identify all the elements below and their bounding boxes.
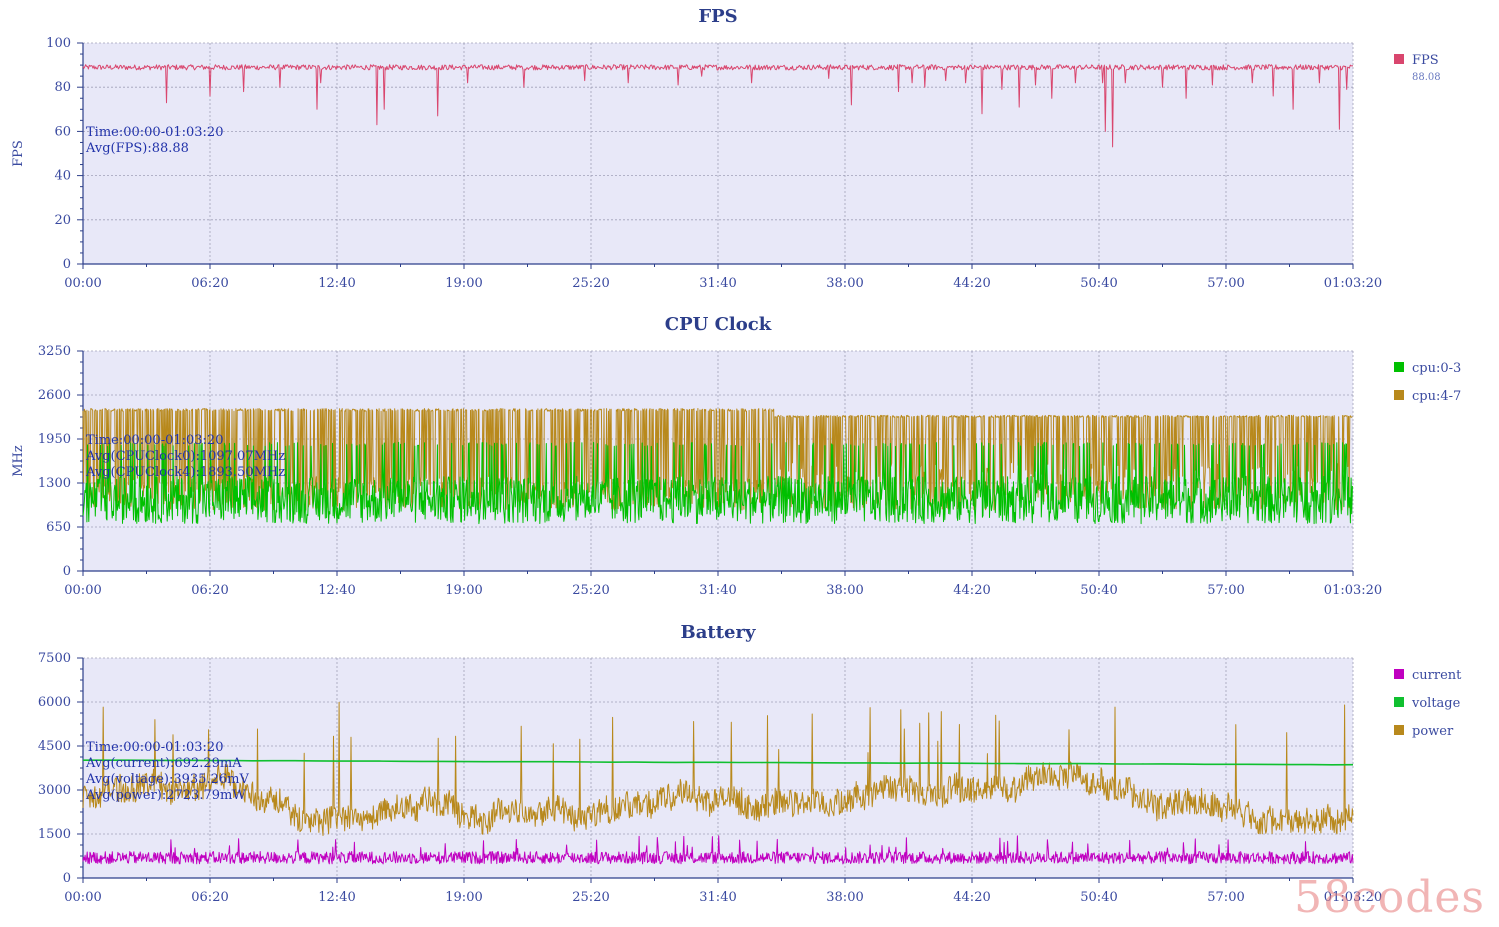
series-line-power: [82, 701, 1354, 836]
legend-label: voltage: [1411, 696, 1461, 711]
x-tick-label: 50:40: [1080, 583, 1117, 598]
x-tick-label: 57:00: [1207, 890, 1244, 905]
x-tick-label: 44:20: [953, 583, 990, 598]
y-axis-label: FPS: [11, 140, 26, 167]
y-tick-label: 3250: [38, 344, 71, 359]
legend-label: cpu:0-3: [1412, 361, 1461, 376]
y-tick-label: 0: [63, 564, 71, 579]
x-tick-label: 01:03:20: [1324, 276, 1382, 291]
legend-swatch: [1394, 669, 1404, 679]
y-tick-label: 40: [54, 169, 71, 184]
chart-panel-2: Battery 0 1500 3000 4500 6000 7500 00:00 06:20 12…: [38, 622, 1462, 905]
series-line-voltage: [83, 759, 1354, 766]
chart-title: Battery: [681, 622, 756, 643]
y-tick-label: 1950: [38, 432, 71, 447]
x-tick-label: 06:20: [191, 890, 228, 905]
legend-label: power: [1412, 724, 1454, 739]
legend-label: current: [1412, 668, 1462, 683]
chart-title: FPS: [698, 6, 737, 27]
y-tick-label: 100: [46, 36, 71, 51]
avg-annotation-line: Time:00:00-01:03:20: [86, 125, 223, 140]
y-tick-label: 60: [54, 124, 71, 139]
y-axis-label: MHz: [11, 445, 26, 477]
x-tick-label: 50:40: [1080, 890, 1117, 905]
avg-annotation-line: Time:00:00-01:03:20: [86, 740, 223, 755]
y-tick-label: 20: [54, 213, 71, 228]
avg-annotation-line: Avg(CPUClock0):1097.07MHz: [85, 449, 285, 464]
legend-swatch: [1394, 697, 1404, 707]
x-tick-label: 01:03:20: [1324, 583, 1382, 598]
x-tick-label: 50:40: [1080, 276, 1117, 291]
legend-swatch: [1394, 54, 1404, 64]
y-tick-label: 3000: [38, 783, 71, 798]
avg-annotation-line: Avg(power):2723.79mW: [85, 788, 246, 803]
x-tick-label: 06:20: [191, 276, 228, 291]
series-line-FPS: [82, 64, 1354, 148]
y-tick-label: 6000: [38, 695, 71, 710]
legend-swatch: [1394, 390, 1404, 400]
chart-panel-0: FPS 0 20 40 60 80 100 00:00 06:20 12:40 19:00 25:20…: [11, 6, 1441, 291]
x-tick-label: 31:40: [699, 276, 736, 291]
x-tick-label: 01:03:20: [1324, 890, 1382, 905]
y-tick-label: 7500: [38, 651, 71, 666]
x-tick-label: 19:00: [445, 276, 482, 291]
x-tick-label: 19:00: [445, 583, 482, 598]
x-tick-label: 38:00: [826, 890, 863, 905]
avg-annotation-line: Time:00:00-01:03:20: [86, 433, 223, 448]
chart-title: CPU Clock: [665, 314, 772, 335]
x-tick-label: 19:00: [445, 890, 482, 905]
y-tick-label: 0: [63, 871, 71, 886]
legend-swatch: [1394, 725, 1404, 735]
legend-label: FPS: [1412, 53, 1439, 68]
y-tick-label: 0: [63, 257, 71, 272]
legend-label: cpu:4-7: [1412, 389, 1461, 404]
y-tick-label: 80: [54, 80, 71, 95]
x-tick-label: 31:40: [699, 583, 736, 598]
y-tick-label: 1500: [38, 827, 71, 842]
avg-annotation-line: Avg(current):692.29mA: [85, 756, 242, 771]
avg-annotation-line: Avg(voltage):3935.26mV: [85, 772, 249, 787]
x-tick-label: 25:20: [572, 890, 609, 905]
avg-annotation-line: Avg(CPUClock4):1893.50MHz: [85, 465, 285, 480]
legend-swatch: [1394, 362, 1404, 372]
series-line-current: [82, 835, 1354, 865]
x-tick-label: 00:00: [64, 583, 101, 598]
y-tick-label: 650: [46, 520, 71, 535]
x-tick-label: 57:00: [1207, 583, 1244, 598]
x-tick-label: 25:20: [572, 583, 609, 598]
series-line-cpu-0-3: [82, 441, 1353, 525]
y-tick-label: 1300: [38, 476, 71, 491]
watermark: 58codes: [1294, 872, 1485, 923]
x-tick-label: 25:20: [572, 276, 609, 291]
legend-sub-value: 88.08: [1412, 72, 1441, 83]
x-tick-label: 06:20: [191, 583, 228, 598]
x-tick-label: 12:40: [318, 583, 355, 598]
x-tick-label: 44:20: [953, 890, 990, 905]
y-tick-label: 4500: [38, 739, 71, 754]
avg-annotation-line: Avg(FPS):88.88: [85, 141, 189, 156]
y-tick-label: 2600: [38, 388, 71, 403]
x-tick-label: 00:00: [64, 890, 101, 905]
x-tick-label: 38:00: [826, 583, 863, 598]
x-tick-label: 12:40: [318, 890, 355, 905]
x-tick-label: 12:40: [318, 276, 355, 291]
chart-panel-1: CPU Clock 0 650 1300 1950 2600 3250 00:00 06:20 1…: [11, 314, 1461, 598]
x-tick-label: 57:00: [1207, 276, 1244, 291]
x-tick-label: 31:40: [699, 890, 736, 905]
x-tick-label: 44:20: [953, 276, 990, 291]
x-tick-label: 38:00: [826, 276, 863, 291]
x-tick-label: 00:00: [64, 276, 101, 291]
